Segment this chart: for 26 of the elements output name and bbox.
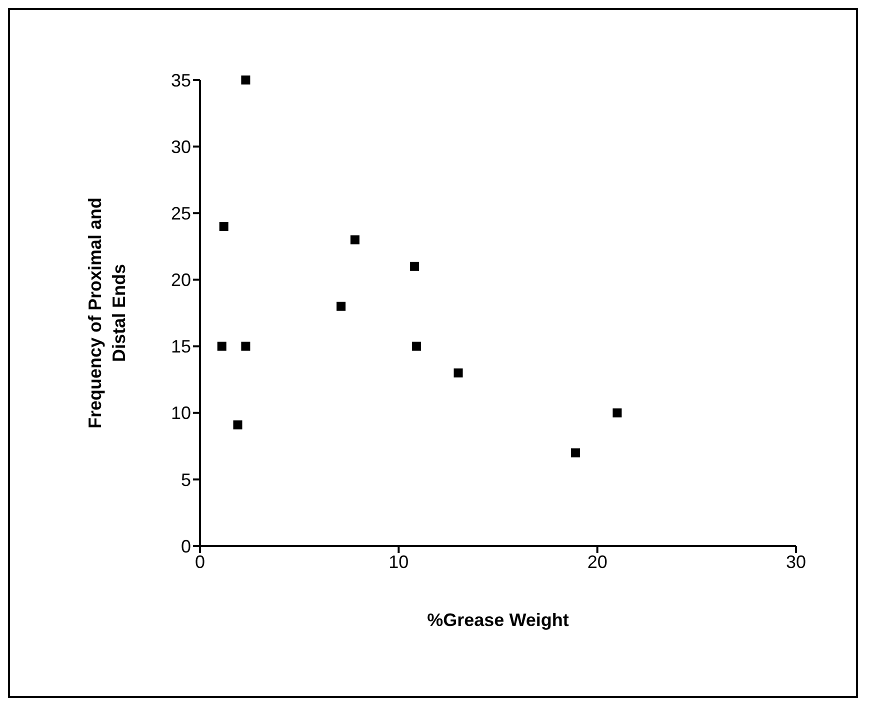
point xyxy=(233,420,242,430)
x-tick-label: 30 xyxy=(786,552,806,572)
y-tick-label: 15 xyxy=(170,336,191,357)
point xyxy=(570,448,580,458)
y-tick-label: 10 xyxy=(170,403,191,424)
x-tick-label: 10 xyxy=(388,552,409,572)
point xyxy=(350,235,360,244)
x-tick-label: 0 xyxy=(194,552,206,572)
x-axis-title: %Grease Weight xyxy=(427,610,569,630)
point xyxy=(219,222,228,231)
point xyxy=(217,342,226,351)
y-tick-label: 20 xyxy=(170,270,191,290)
point xyxy=(336,302,346,311)
point xyxy=(241,342,250,351)
point xyxy=(412,342,422,351)
x-tick-label: 20 xyxy=(587,552,608,572)
point xyxy=(454,368,463,378)
y-tick-label: 35 xyxy=(170,70,191,90)
point xyxy=(612,408,622,418)
y-tick-label: 0 xyxy=(180,536,191,556)
point xyxy=(410,262,420,271)
y-tick-label: 5 xyxy=(180,470,191,490)
y-tick-label: 25 xyxy=(170,204,191,224)
point xyxy=(241,76,250,84)
y-axis-title: Frequency of Proximal and Distal Ends xyxy=(85,197,129,429)
y-tick-label: 30 xyxy=(170,136,191,157)
